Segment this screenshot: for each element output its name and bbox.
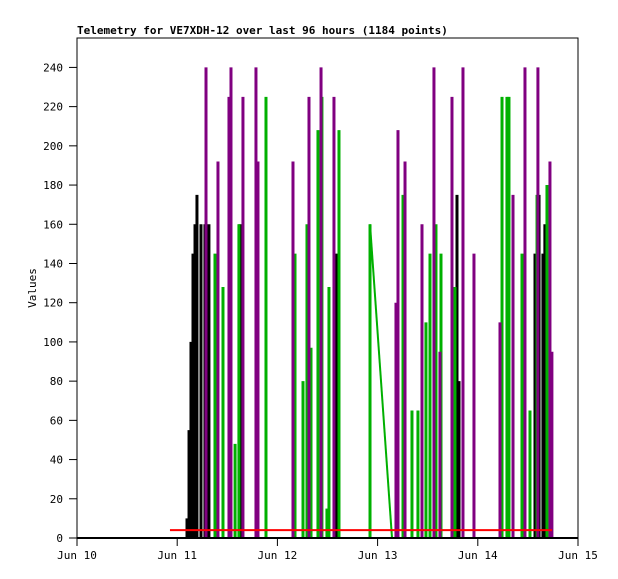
series-1 [213,96,549,539]
x-tick-label: Jun 11 [157,549,197,562]
chart-title: Telemetry for VE7XDH-12 over last 96 hou… [77,24,448,37]
y-tick-label: 120 [43,297,63,310]
x-tick-label: Jun 12 [258,549,298,562]
x-tick-label: Jun 10 [57,549,97,562]
y-tick-label: 220 [43,101,63,114]
y-tick-label: 200 [43,140,63,153]
y-tick-label: 140 [43,257,63,270]
series-0 [185,194,547,538]
y-tick-label: 20 [50,493,63,506]
y-tick-label: 180 [43,179,63,192]
y-tick-label: 160 [43,218,63,231]
x-tick-label: Jun 13 [358,549,398,562]
y-tick-label: 60 [50,414,63,427]
y-tick-label: 80 [50,375,63,388]
y-tick-label: 240 [43,61,63,74]
y-tick-label: 40 [50,454,63,467]
x-tick-label: Jun 15 [558,549,598,562]
y-tick-label: 100 [43,336,63,349]
y-tick-label: 0 [56,532,63,545]
series-2 [204,67,554,538]
data-ramp [369,224,394,539]
y-axis-label: Values [26,268,39,308]
x-tick-label: Jun 14 [458,549,498,562]
